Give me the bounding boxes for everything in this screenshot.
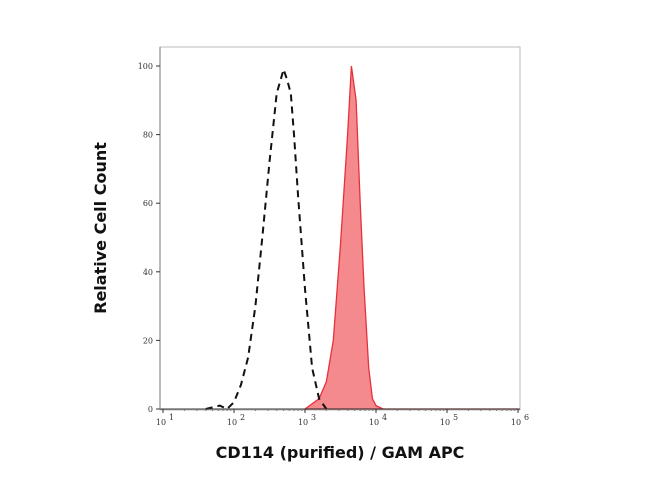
- y-ticks: 0 20 40 60 80 100: [138, 62, 160, 414]
- y-tick-label: 60: [143, 199, 153, 208]
- x-tick-label: 10: [440, 418, 450, 427]
- x-tick-exponent: 3: [311, 413, 316, 422]
- y-tick-label: 0: [148, 405, 153, 414]
- x-tick-label: 10: [369, 418, 379, 427]
- y-axis-label: Relative Cell Count: [91, 142, 110, 314]
- series-filled-histogram: [303, 65, 518, 410]
- y-tick-label: 100: [138, 62, 153, 71]
- y-tick-label: 40: [143, 268, 153, 277]
- x-tick-exponent: 2: [240, 413, 245, 422]
- x-tick-label: 10: [298, 418, 308, 427]
- y-tick-label: 20: [143, 336, 153, 345]
- x-axis-label: CD114 (purified) / GAM APC: [216, 443, 465, 462]
- series-layer: [205, 65, 518, 411]
- x-tick-exponent: 6: [524, 413, 529, 422]
- x-tick-exponent: 5: [453, 413, 458, 422]
- x-tick-exponent: 4: [382, 413, 387, 422]
- x-tick-label: 10: [511, 418, 521, 427]
- series-dashed-histogram: [205, 66, 328, 411]
- x-tick-label: 10: [156, 418, 166, 427]
- y-tick-label: 80: [143, 131, 153, 140]
- x-tick-label: 10: [227, 418, 237, 427]
- x-tick-exponent: 1: [169, 413, 174, 422]
